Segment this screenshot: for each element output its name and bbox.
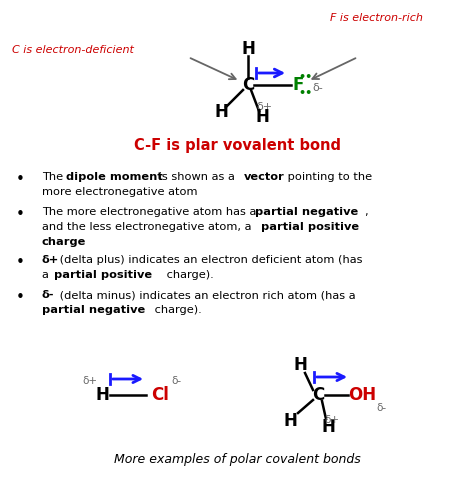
Text: ,: , [365,207,368,217]
Text: H: H [321,418,335,436]
Text: •: • [16,290,25,305]
Text: charge).: charge). [163,270,214,280]
Text: H: H [241,40,255,58]
Text: δ-: δ- [376,403,386,413]
Text: •: • [16,172,25,187]
Text: partial positive: partial positive [54,270,152,280]
Text: (delta minus) indicates an electron rich atom (has a: (delta minus) indicates an electron rich… [55,290,356,300]
Text: Cl: Cl [151,386,169,404]
Text: C: C [242,76,254,94]
Text: OH: OH [348,386,376,404]
Text: δ-: δ- [312,83,323,93]
Text: H: H [95,386,109,404]
Text: δ-: δ- [171,376,181,386]
Text: partial negative: partial negative [42,305,145,315]
Text: C: C [312,386,324,404]
Text: δ+: δ+ [256,102,272,112]
Text: charge: charge [42,237,86,247]
Text: H: H [255,108,269,126]
Text: partial positive: partial positive [261,222,359,232]
Text: F: F [292,76,304,94]
Text: C is electron-deficient: C is electron-deficient [12,45,134,55]
Text: ••: •• [299,88,313,98]
Text: The: The [42,172,67,182]
Text: F is electron-rich: F is electron-rich [330,13,423,23]
Text: pointing to the: pointing to the [284,172,373,182]
Text: more electronegative atom: more electronegative atom [42,187,198,197]
Text: C-F is plar vovalent bond: C-F is plar vovalent bond [134,138,340,153]
Text: and the less electronegative atom, a: and the less electronegative atom, a [42,222,255,232]
Text: The more electronegative atom has a: The more electronegative atom has a [42,207,260,217]
Text: •: • [16,207,25,222]
Text: (delta plus) indicates an electron deficient atom (has: (delta plus) indicates an electron defic… [55,255,362,265]
Text: H: H [283,412,297,430]
Text: δ+: δ+ [82,376,98,386]
Text: More examples of polar covalent bonds: More examples of polar covalent bonds [114,453,360,467]
Text: vector: vector [243,172,284,182]
Text: dipole moment: dipole moment [66,172,163,182]
Text: charge).: charge). [151,305,202,315]
Text: •: • [16,255,25,270]
Text: is shown as a: is shown as a [155,172,238,182]
Text: H: H [214,103,228,121]
Text: δ+: δ+ [42,255,59,265]
Text: δ+: δ+ [324,415,339,425]
Text: ••: •• [299,72,313,82]
Text: δ-: δ- [42,290,55,300]
Text: a: a [42,270,53,280]
Text: partial negative: partial negative [255,207,358,217]
Text: H: H [293,356,307,374]
